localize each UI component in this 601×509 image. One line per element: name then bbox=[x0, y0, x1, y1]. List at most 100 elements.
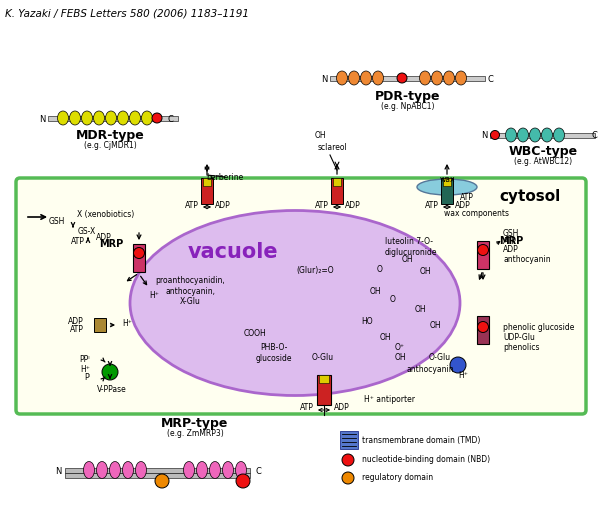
Bar bbox=[443, 178, 451, 186]
Ellipse shape bbox=[517, 128, 528, 142]
Bar bbox=[330, 76, 485, 81]
Ellipse shape bbox=[82, 111, 93, 125]
Text: wax: wax bbox=[439, 175, 455, 184]
Text: C: C bbox=[591, 131, 597, 140]
Text: GSH: GSH bbox=[49, 217, 65, 227]
Text: H⁺: H⁺ bbox=[80, 364, 90, 374]
Text: ATP: ATP bbox=[71, 238, 85, 246]
Text: GS-X: GS-X bbox=[78, 228, 96, 237]
Text: OH: OH bbox=[379, 333, 391, 343]
Ellipse shape bbox=[542, 128, 552, 142]
Ellipse shape bbox=[135, 462, 147, 478]
Text: OH: OH bbox=[414, 305, 426, 315]
Text: WBC-type: WBC-type bbox=[508, 145, 578, 157]
Text: ATP: ATP bbox=[503, 237, 517, 245]
Ellipse shape bbox=[349, 71, 359, 85]
Ellipse shape bbox=[529, 128, 540, 142]
Ellipse shape bbox=[432, 71, 442, 85]
Circle shape bbox=[133, 247, 144, 259]
Text: phenolic glucoside: phenolic glucoside bbox=[503, 324, 575, 332]
Ellipse shape bbox=[337, 71, 347, 85]
Bar bbox=[319, 375, 329, 383]
Text: OH: OH bbox=[314, 130, 326, 139]
Text: sclareol: sclareol bbox=[317, 144, 347, 153]
Text: (e.g. AtWBC12): (e.g. AtWBC12) bbox=[514, 156, 572, 165]
Text: wax components: wax components bbox=[445, 209, 510, 217]
Ellipse shape bbox=[70, 111, 81, 125]
Text: MDR-type: MDR-type bbox=[76, 129, 144, 143]
Text: ADP: ADP bbox=[503, 244, 519, 253]
Ellipse shape bbox=[84, 462, 94, 478]
Text: PPᴵ: PPᴵ bbox=[79, 355, 90, 364]
Text: OH: OH bbox=[429, 321, 441, 329]
Text: ADP: ADP bbox=[334, 404, 350, 412]
Text: ADP: ADP bbox=[69, 317, 84, 325]
Circle shape bbox=[450, 357, 466, 373]
Bar bbox=[333, 178, 341, 186]
Text: COOH: COOH bbox=[243, 329, 266, 338]
Ellipse shape bbox=[373, 71, 383, 85]
FancyBboxPatch shape bbox=[16, 178, 586, 414]
Text: K. Yazaki / FEBS Letters 580 (2006) 1183–1191: K. Yazaki / FEBS Letters 580 (2006) 1183… bbox=[5, 8, 249, 18]
Text: phenolics: phenolics bbox=[503, 343, 540, 352]
Ellipse shape bbox=[97, 462, 108, 478]
Text: berberine: berberine bbox=[206, 173, 243, 182]
Ellipse shape bbox=[419, 71, 430, 85]
Text: H⁺ antiporter: H⁺ antiporter bbox=[364, 395, 415, 405]
Circle shape bbox=[342, 454, 354, 466]
Text: (e.g. ZmMRP3): (e.g. ZmMRP3) bbox=[166, 430, 224, 438]
Text: ADP: ADP bbox=[215, 201, 231, 210]
Circle shape bbox=[397, 73, 407, 83]
Circle shape bbox=[155, 474, 169, 488]
Text: cytosol: cytosol bbox=[499, 188, 561, 204]
Text: MRP: MRP bbox=[499, 236, 523, 246]
Text: (e.g. NpABC1): (e.g. NpABC1) bbox=[381, 101, 435, 110]
Ellipse shape bbox=[129, 111, 141, 125]
Text: H⁺: H⁺ bbox=[149, 292, 159, 300]
Bar bbox=[201, 178, 213, 204]
Text: OH: OH bbox=[369, 288, 381, 297]
Text: OH: OH bbox=[401, 256, 413, 265]
Bar bbox=[94, 318, 106, 332]
Text: O-Glu: O-Glu bbox=[312, 353, 334, 362]
Ellipse shape bbox=[361, 71, 371, 85]
Ellipse shape bbox=[210, 462, 221, 478]
Text: luteolin 7-O-
diglucuronide: luteolin 7-O- diglucuronide bbox=[385, 237, 438, 257]
Circle shape bbox=[478, 322, 489, 332]
Ellipse shape bbox=[236, 462, 246, 478]
Bar bbox=[65, 468, 250, 473]
Ellipse shape bbox=[94, 111, 105, 125]
Circle shape bbox=[236, 474, 250, 488]
Text: OH: OH bbox=[419, 268, 431, 276]
Text: O-Glu: O-Glu bbox=[429, 353, 451, 362]
Text: C: C bbox=[487, 74, 493, 83]
Ellipse shape bbox=[456, 71, 466, 85]
Ellipse shape bbox=[130, 211, 460, 395]
Bar bbox=[65, 473, 250, 478]
Bar bbox=[490, 133, 595, 138]
Text: anthocyanin: anthocyanin bbox=[406, 365, 454, 375]
Bar bbox=[317, 375, 331, 405]
Text: ATP: ATP bbox=[315, 201, 329, 210]
Text: (e.g. CjMDR1): (e.g. CjMDR1) bbox=[84, 142, 136, 151]
Bar bbox=[477, 316, 489, 344]
Bar bbox=[441, 178, 453, 204]
Text: O: O bbox=[377, 266, 383, 274]
Text: transmembrane domain (TMD): transmembrane domain (TMD) bbox=[362, 436, 480, 444]
Circle shape bbox=[342, 472, 354, 484]
Text: vacuole: vacuole bbox=[188, 242, 278, 262]
Text: N: N bbox=[322, 74, 328, 83]
Bar bbox=[203, 178, 211, 186]
Text: N: N bbox=[481, 131, 488, 140]
Text: ADP: ADP bbox=[455, 201, 471, 210]
Ellipse shape bbox=[141, 111, 153, 125]
Text: V-PPase: V-PPase bbox=[97, 384, 127, 393]
Ellipse shape bbox=[197, 462, 207, 478]
Ellipse shape bbox=[123, 462, 133, 478]
Circle shape bbox=[478, 244, 489, 256]
Text: ADP: ADP bbox=[96, 234, 112, 242]
Text: UDP-Glu: UDP-Glu bbox=[503, 333, 535, 343]
Text: C: C bbox=[167, 115, 173, 124]
Text: PDR-type: PDR-type bbox=[375, 90, 441, 102]
Text: HO: HO bbox=[361, 318, 373, 326]
